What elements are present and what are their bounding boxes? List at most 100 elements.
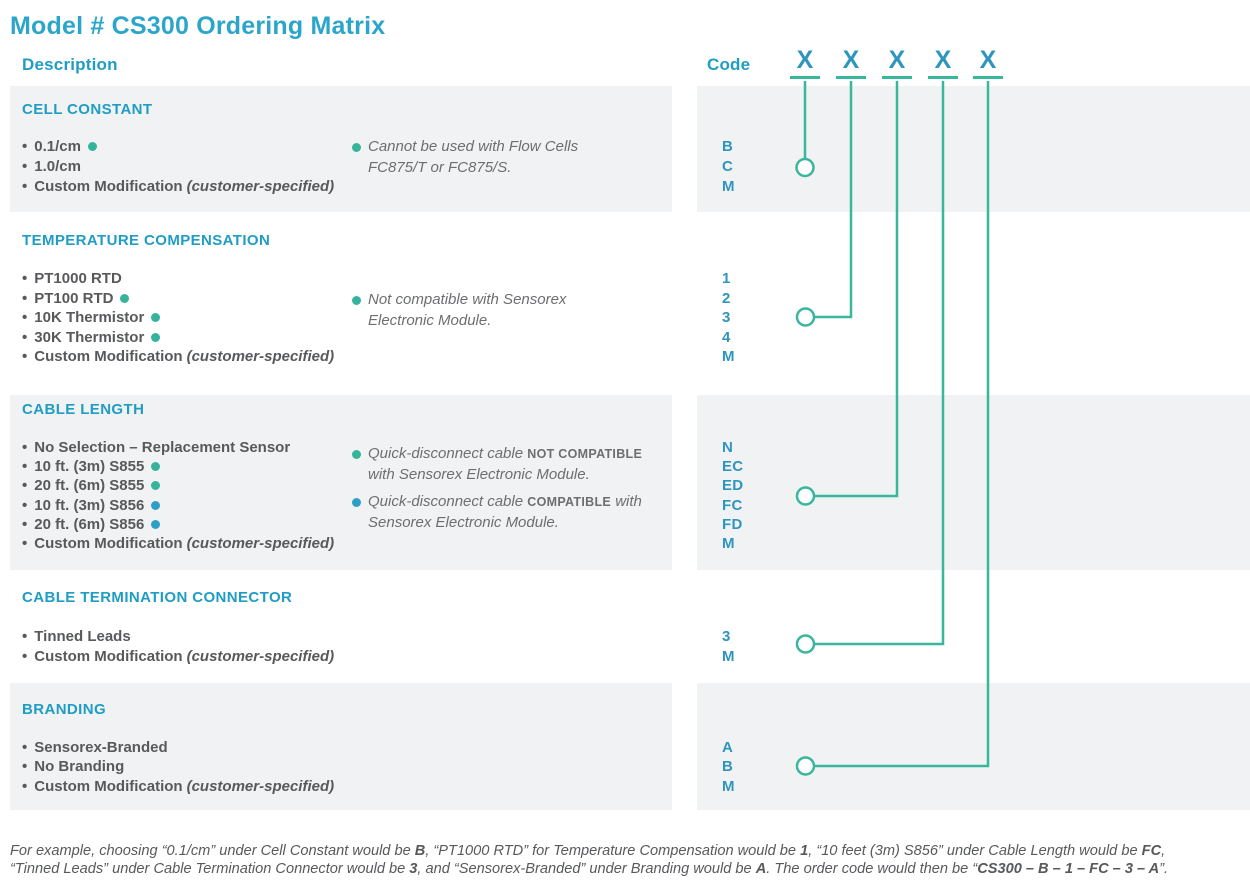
codes-cable-length: N EC ED FC FD M bbox=[722, 438, 743, 553]
code-value: FC bbox=[722, 496, 743, 514]
band-branding-right bbox=[697, 683, 1250, 810]
item-text: 10K Thermistor bbox=[34, 309, 145, 326]
note-bullet-green-icon bbox=[352, 296, 361, 305]
list-item: • PT1000 RTD bbox=[22, 269, 334, 289]
code-value: B bbox=[722, 758, 734, 776]
code-value: FD bbox=[722, 515, 743, 533]
note-cell-constant: Cannot be used with Flow Cells FC875/T o… bbox=[352, 137, 578, 178]
band-cable-length-left bbox=[10, 395, 672, 570]
item-dot-green-icon bbox=[151, 313, 161, 322]
code-value: 3 bbox=[722, 628, 731, 645]
bullet: • bbox=[22, 739, 28, 756]
code-value: M bbox=[722, 178, 735, 195]
note-text: Quick-disconnect cable COMPATIBLE with S… bbox=[368, 493, 642, 531]
item-text: PT1000 RTD bbox=[34, 270, 122, 287]
bullet: • bbox=[22, 328, 28, 346]
code-value: M bbox=[722, 535, 735, 553]
bullet: • bbox=[22, 439, 28, 456]
bullet: • bbox=[22, 289, 28, 307]
list-item: • Custom Modification (customer-specified) bbox=[22, 347, 334, 367]
column-header-code: Code bbox=[707, 55, 751, 74]
note-bullet-green-icon bbox=[352, 450, 361, 459]
code-x-4: X bbox=[934, 46, 952, 74]
section-header-cable-termination-connector: CABLE TERMINATION CONNECTOR bbox=[22, 589, 293, 606]
code-value: M bbox=[722, 777, 735, 795]
code-x-2: X bbox=[842, 46, 860, 74]
code-value: ED bbox=[722, 477, 744, 495]
item-text: 1.0/cm bbox=[34, 158, 81, 175]
column-header-description: Description bbox=[22, 55, 118, 74]
list-item: • Tinned Leads bbox=[22, 627, 334, 647]
item-dot-green-icon bbox=[120, 293, 130, 303]
code-value: A bbox=[722, 739, 734, 756]
list-item: • No Selection – Replacement Sensor bbox=[22, 438, 334, 457]
bullet: • bbox=[22, 178, 28, 195]
item-dot-blue-icon bbox=[151, 519, 161, 529]
code-value: EC bbox=[722, 458, 744, 476]
note-cable-length-2: Quick-disconnect cable COMPATIBLE with S… bbox=[352, 492, 642, 533]
item-text: 10 ft. (3m) S855 bbox=[34, 458, 145, 476]
items-branding: • Sensorex-Branded • No Branding • Custom M… bbox=[22, 738, 334, 796]
page-title: Model # CS300 Ordering Matrix bbox=[10, 12, 386, 40]
bullet: • bbox=[22, 348, 28, 365]
bullet: • bbox=[22, 458, 28, 476]
code-value: B bbox=[722, 138, 734, 155]
item-text: 20 ft. (6m) S855 bbox=[34, 477, 145, 495]
list-item: • 30K Thermistor bbox=[22, 328, 334, 348]
item-text: Custom Modification bbox=[34, 348, 183, 365]
item-dot-green-icon bbox=[87, 142, 97, 151]
codes-branding: A B M bbox=[722, 738, 735, 796]
code-value: 2 bbox=[722, 289, 731, 307]
item-text: Tinned Leads bbox=[34, 628, 131, 645]
bullet: • bbox=[22, 496, 28, 514]
item-text: Sensorex-Branded bbox=[34, 739, 168, 756]
note-cable-length-1: Quick-disconnect cable NOT COMPATIBLE wi… bbox=[352, 444, 642, 485]
note-text: Quick-disconnect cable NOT COMPATIBLE wi… bbox=[368, 445, 643, 483]
code-value: M bbox=[722, 648, 735, 665]
list-item: • 20 ft. (6m) S856 bbox=[22, 515, 334, 534]
list-item: • 20 ft. (6m) S855 bbox=[22, 476, 334, 495]
item-dot-blue-icon bbox=[151, 500, 161, 510]
bullet: • bbox=[22, 138, 28, 155]
item-dot-green-icon bbox=[151, 462, 161, 472]
bullet: • bbox=[22, 309, 28, 326]
list-item: • 1.0/cm bbox=[22, 157, 334, 177]
bullet: • bbox=[22, 758, 28, 776]
item-text: No Selection – Replacement Sensor bbox=[34, 439, 291, 456]
list-item: • 0.1/cm bbox=[22, 137, 334, 157]
codes-cell-constant: B C M bbox=[722, 137, 735, 197]
list-item: • Custom Modification (customer-specified) bbox=[22, 534, 334, 553]
items-cable-termination-connector: • Tinned Leads • Custom Modification (custo… bbox=[22, 627, 334, 667]
note-bullet-green-icon bbox=[352, 143, 361, 152]
items-temperature-compensation: • PT1000 RTD • PT100 RTD • 10K Thermistor •… bbox=[22, 269, 334, 367]
item-text: 0.1/cm bbox=[34, 138, 81, 155]
codes-temperature-compensation: 1 2 3 4 M bbox=[722, 269, 735, 367]
band-cable-length-right bbox=[697, 395, 1250, 570]
item-suffix: (customer-specified) bbox=[186, 178, 335, 195]
section-header-cell-constant: CELL CONSTANT bbox=[22, 101, 153, 118]
items-cell-constant: • 0.1/cm • 1.0/cm • Custom Modification (cus… bbox=[22, 137, 334, 197]
footer-line-1: For example, choosing “0.1/cm” under Cel… bbox=[10, 843, 1166, 859]
code-x-1: X bbox=[796, 46, 814, 74]
note-temperature-compensation: Not compatible with Sensorex Electronic … bbox=[352, 290, 566, 331]
list-item: • Custom Modification (customer-specified) bbox=[22, 777, 334, 796]
code-value: 1 bbox=[722, 270, 731, 287]
section-header-cable-length: CABLE LENGTH bbox=[22, 401, 145, 418]
bullet: • bbox=[22, 648, 28, 665]
footer-line-2: “Tinned Leads” under Cable Termination C… bbox=[10, 860, 1169, 877]
item-suffix: (customer-specified) bbox=[186, 648, 335, 665]
codes-cable-termination-connector: 3 M bbox=[722, 627, 735, 667]
code-value: N bbox=[722, 439, 734, 456]
item-text: Custom Modification bbox=[34, 648, 183, 665]
item-suffix: (customer-specified) bbox=[186, 777, 335, 795]
code-value: 4 bbox=[722, 328, 731, 346]
list-item: • No Branding bbox=[22, 757, 334, 776]
code-x-3: X bbox=[888, 46, 906, 74]
item-text: 10 ft. (3m) S856 bbox=[34, 496, 145, 514]
item-text: 20 ft. (6m) S856 bbox=[34, 515, 145, 533]
band-cell-constant-left bbox=[10, 86, 672, 212]
note-text: Not compatible with Sensorex Electronic … bbox=[368, 291, 567, 329]
section-header-branding: BRANDING bbox=[22, 701, 107, 718]
bullet: • bbox=[22, 628, 28, 645]
note-bullet-blue-icon bbox=[352, 498, 361, 507]
